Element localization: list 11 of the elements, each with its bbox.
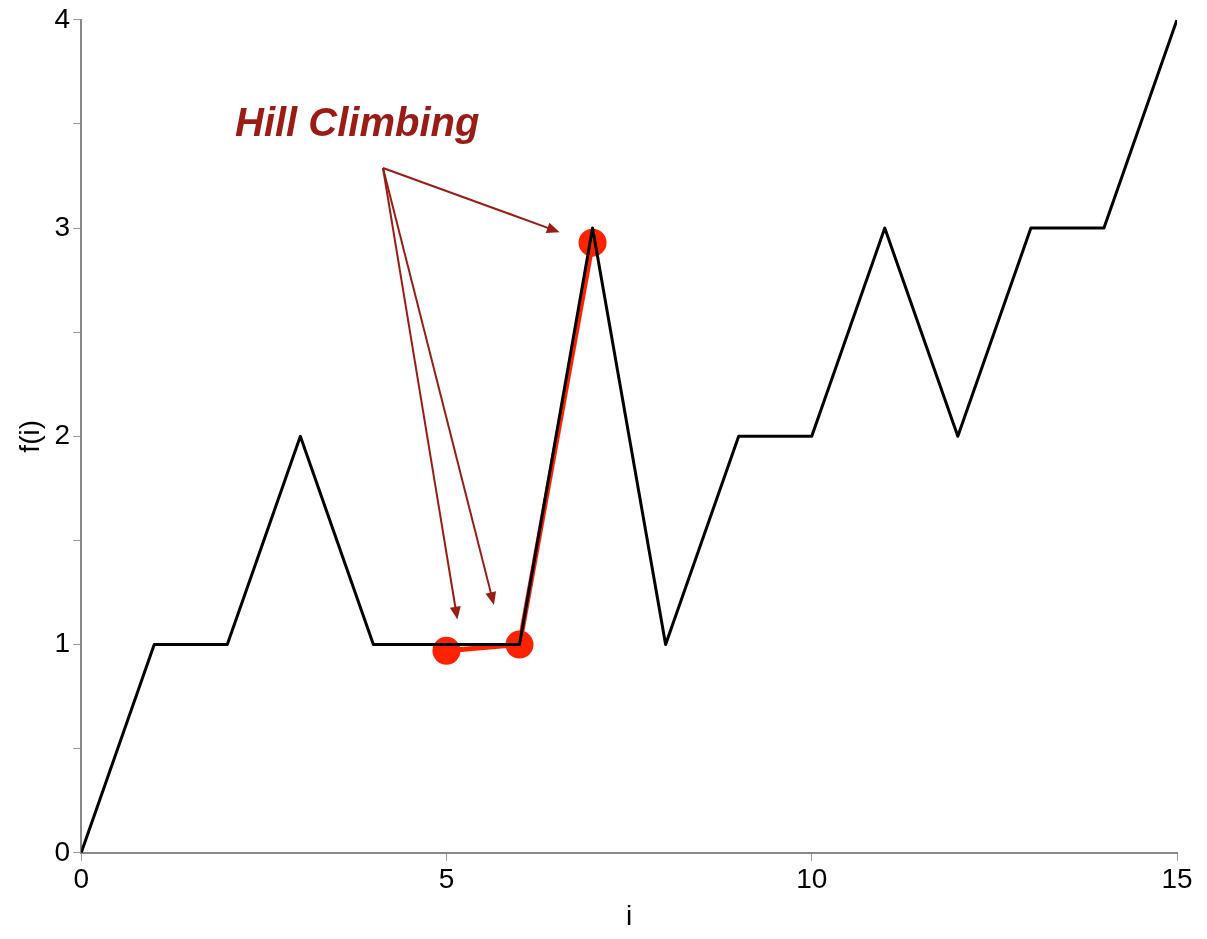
x-axis-title: i	[625, 899, 633, 931]
y-tick-label: 1	[54, 627, 71, 659]
x-tick-label: 5	[438, 863, 455, 895]
y-axis-title: f(i)	[13, 419, 45, 453]
x-tick-label: 10	[796, 863, 828, 895]
y-tick-label: 4	[54, 2, 71, 34]
y-tick-label: 3	[54, 210, 71, 242]
x-tick-label: 15	[1161, 863, 1193, 895]
y-tick-label: 0	[54, 835, 71, 867]
annotation: Hill Climbing	[235, 100, 480, 145]
y-tick-label: 2	[54, 419, 71, 451]
